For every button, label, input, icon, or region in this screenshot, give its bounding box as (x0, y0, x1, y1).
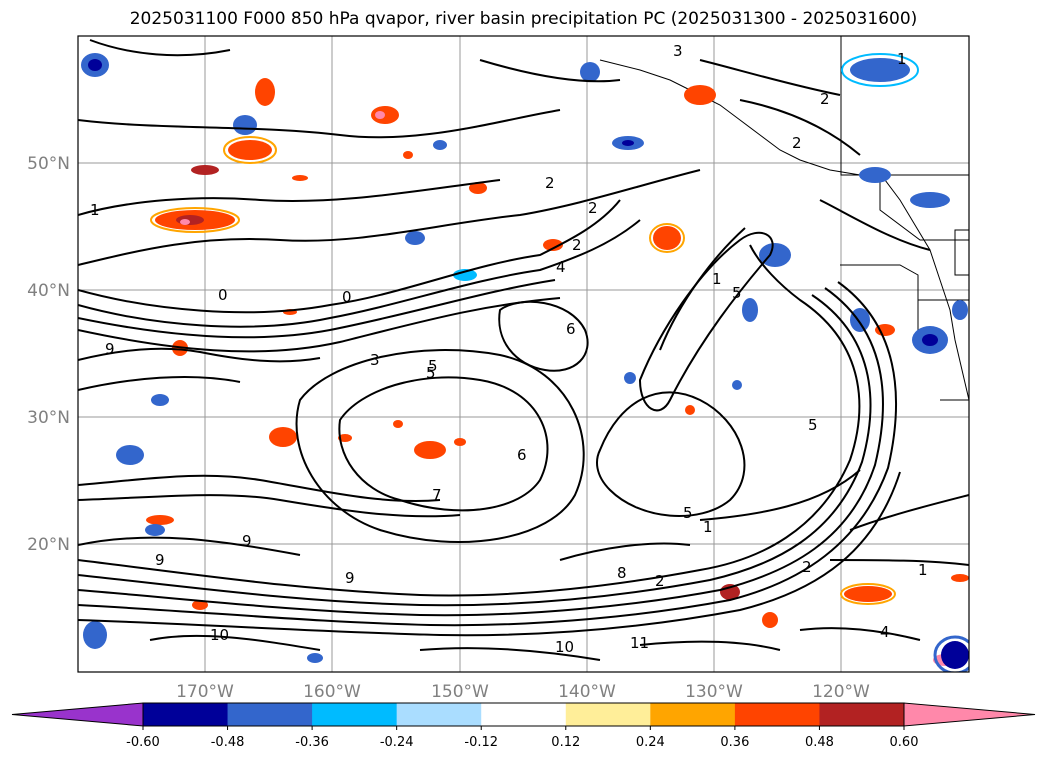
contour-labels: 0 0 2 2 2 4 5 6 3 9 5 1 2 2 1 3 5 5 1 2 … (90, 42, 928, 656)
svg-text:9: 9 (105, 340, 115, 358)
lat-label: 20°N (27, 535, 70, 555)
colorbar-tick-label: -0.36 (295, 735, 329, 750)
lon-axis: 170°W 160°W 150°W 140°W 130°W 120°W (176, 682, 870, 702)
colorbar-segment (565, 703, 651, 726)
svg-text:4: 4 (880, 623, 890, 641)
colorbar-extend-max (903, 702, 1036, 727)
lat-axis: 50°N 40°N 30°N 20°N (27, 154, 70, 555)
lon-label: 140°W (558, 682, 616, 702)
svg-text:2: 2 (545, 174, 555, 192)
colorbar-outline (142, 702, 905, 727)
svg-text:9: 9 (242, 532, 252, 550)
map-title: 2025031100 F000 850 hPa qvapor, river ba… (129, 9, 918, 29)
colorbar-segment (734, 703, 820, 726)
svg-text:7: 7 (432, 486, 442, 504)
svg-text:1: 1 (712, 270, 722, 288)
svg-text:10: 10 (555, 638, 574, 656)
svg-text:5: 5 (683, 504, 693, 522)
colorbar-segment (819, 703, 905, 726)
colorbar-segment (481, 703, 567, 726)
colorbar-tick-label: 0.24 (636, 735, 665, 750)
svg-text:1: 1 (703, 518, 713, 536)
svg-text:6: 6 (566, 320, 576, 338)
svg-text:1: 1 (918, 561, 928, 579)
svg-text:4: 4 (556, 258, 566, 276)
lon-label: 150°W (431, 682, 489, 702)
colorbar-tick-label: -0.12 (464, 735, 498, 750)
lat-label: 50°N (27, 154, 70, 174)
svg-text:1: 1 (897, 50, 907, 68)
svg-text:9: 9 (155, 551, 165, 569)
lon-label: 170°W (176, 682, 234, 702)
lat-label: 30°N (27, 408, 70, 428)
svg-text:1: 1 (90, 201, 100, 219)
colorbar-tick-label: -0.48 (211, 735, 245, 750)
colorbar-segment (143, 703, 229, 726)
svg-text:2: 2 (655, 572, 665, 590)
map-content: 0 0 2 2 2 4 5 6 3 9 5 1 2 2 1 3 5 5 1 2 … (78, 36, 969, 672)
colorbar-tick-label: -0.60 (126, 735, 160, 750)
svg-text:2: 2 (820, 90, 830, 108)
map-panel (78, 36, 969, 672)
svg-text:6: 6 (517, 446, 527, 464)
colorbar-extend-min (11, 702, 144, 727)
colorbar-segment (312, 703, 398, 726)
colorbar-tick-label: 0.12 (551, 735, 580, 750)
svg-text:11: 11 (630, 634, 649, 652)
svg-text:5: 5 (808, 416, 818, 434)
colorbar-segment (650, 703, 736, 726)
svg-text:0: 0 (218, 286, 228, 304)
svg-text:8: 8 (617, 564, 627, 582)
lat-label: 40°N (27, 281, 70, 301)
svg-text:3: 3 (370, 351, 380, 369)
lon-label: 120°W (812, 682, 870, 702)
svg-text:5: 5 (426, 364, 436, 382)
colorbar-tick-label: 0.60 (890, 735, 919, 750)
svg-text:2: 2 (792, 134, 802, 152)
svg-text:2: 2 (588, 199, 598, 217)
contour-lines (78, 39, 969, 661)
svg-text:2: 2 (572, 236, 582, 254)
svg-text:9: 9 (345, 569, 355, 587)
colorbar-segment (227, 703, 313, 726)
map-border (77, 35, 970, 673)
colorbar-tick-label: 0.48 (805, 735, 834, 750)
colorbar-segment (396, 703, 482, 726)
colorbar-tick-label: 0.36 (720, 735, 749, 750)
svg-text:5: 5 (732, 284, 742, 302)
lon-label: 130°W (685, 682, 743, 702)
lon-label: 160°W (303, 682, 361, 702)
svg-text:0: 0 (342, 288, 352, 306)
colorbar: -0.60 -0.48 -0.36 -0.24 -0.12 0.12 0.24 0.36 0.4… (11, 702, 1036, 750)
svg-text:3: 3 (673, 42, 683, 60)
colorbar-tick-label: -0.24 (380, 735, 414, 750)
svg-text:10: 10 (210, 626, 229, 644)
svg-text:5: 5 (428, 357, 438, 375)
svg-text:2: 2 (802, 558, 812, 576)
precip-patches (81, 53, 969, 672)
